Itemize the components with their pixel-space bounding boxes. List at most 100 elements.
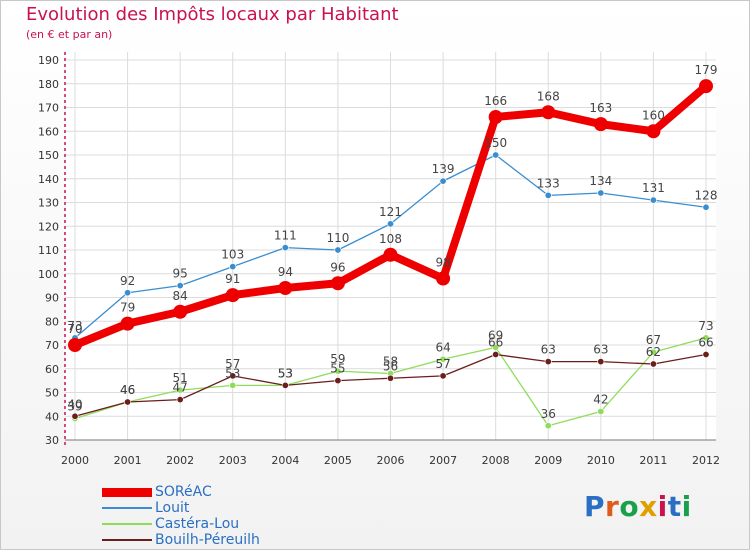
data-point xyxy=(176,396,184,404)
data-label: 166 xyxy=(484,94,507,108)
data-label: 110 xyxy=(326,231,349,245)
y-tick-label: 180 xyxy=(38,78,59,91)
data-label: 67 xyxy=(646,333,661,347)
x-tick-label: 2006 xyxy=(377,454,405,467)
data-point xyxy=(544,191,552,199)
legend-label: Louit xyxy=(155,500,190,516)
data-point xyxy=(229,372,237,380)
legend-swatch-soreac xyxy=(102,488,152,497)
y-tick-label: 30 xyxy=(45,434,59,447)
data-point xyxy=(124,289,132,297)
data-label: 53 xyxy=(278,366,293,380)
data-label: 57 xyxy=(225,357,240,371)
data-label: 47 xyxy=(173,381,188,395)
data-point xyxy=(334,377,342,385)
data-point xyxy=(120,316,135,331)
chart-subtitle: (en € et par an) xyxy=(26,28,113,41)
y-tick-label: 60 xyxy=(45,363,59,376)
data-point xyxy=(593,117,608,132)
data-point xyxy=(649,360,657,368)
data-label: 57 xyxy=(435,357,450,371)
data-point xyxy=(386,374,394,382)
legend-swatch-bouilh-pereuilh xyxy=(102,539,152,541)
data-label: 133 xyxy=(537,176,560,190)
data-point xyxy=(597,407,605,415)
data-point xyxy=(225,288,240,303)
data-label: 39 xyxy=(67,400,82,414)
data-label: 73 xyxy=(698,319,713,333)
data-point xyxy=(71,412,79,420)
data-point xyxy=(492,350,500,358)
data-label: 55 xyxy=(330,362,345,376)
data-label: 40 xyxy=(67,397,82,411)
data-point xyxy=(544,358,552,366)
y-tick-label: 160 xyxy=(38,125,59,138)
data-label: 53 xyxy=(278,366,293,380)
data-label: 46 xyxy=(120,383,135,397)
data-label: 160 xyxy=(642,108,665,122)
y-tick-label: 170 xyxy=(38,102,59,115)
data-point xyxy=(492,343,500,351)
data-label: 64 xyxy=(435,340,450,354)
y-tick-label: 100 xyxy=(38,268,59,281)
data-point xyxy=(541,105,556,120)
data-point xyxy=(488,110,503,124)
logo-letter: P xyxy=(584,490,606,523)
data-point xyxy=(436,271,451,286)
logo-letter: o xyxy=(619,490,640,523)
y-tick-label: 140 xyxy=(38,173,59,186)
data-point xyxy=(383,247,398,262)
data-point xyxy=(281,381,289,389)
data-point xyxy=(649,348,657,356)
data-label: 96 xyxy=(330,260,345,274)
data-label: 46 xyxy=(120,383,135,397)
data-label: 92 xyxy=(120,274,135,288)
data-point xyxy=(699,79,713,94)
logo-letter: t xyxy=(667,490,682,523)
data-label: 163 xyxy=(589,101,612,115)
data-label: 95 xyxy=(173,267,188,281)
x-tick-label: 2003 xyxy=(219,454,247,467)
x-tick-label: 2005 xyxy=(324,454,352,467)
data-point xyxy=(334,367,342,375)
logo-letter: i xyxy=(681,490,692,523)
legend-label: Bouilh-Péreuilh xyxy=(155,532,260,548)
data-point xyxy=(702,350,710,358)
data-label: 139 xyxy=(432,162,455,176)
logo-letter: r xyxy=(605,490,620,523)
data-label: 69 xyxy=(488,328,503,342)
data-label: 121 xyxy=(379,205,402,219)
data-point xyxy=(176,386,184,394)
data-label: 73 xyxy=(67,319,82,333)
x-tick-label: 2009 xyxy=(534,454,562,467)
logo-letter: x xyxy=(639,490,658,523)
legend-swatch-castera-lou xyxy=(102,523,152,525)
x-tick-label: 2010 xyxy=(587,454,615,467)
data-point xyxy=(702,334,710,342)
data-label: 56 xyxy=(383,359,398,373)
x-tick-label: 2004 xyxy=(271,454,299,467)
data-label: 134 xyxy=(589,174,612,188)
data-label: 150 xyxy=(484,136,507,150)
data-label: 108 xyxy=(379,232,402,246)
y-tick-label: 70 xyxy=(45,339,59,352)
data-label: 70 xyxy=(67,322,82,336)
legend-swatch-louit xyxy=(102,507,152,509)
y-tick-label: 190 xyxy=(38,54,59,67)
proxiti-logo: Proxiti xyxy=(584,490,692,523)
x-tick-label: 2002 xyxy=(166,454,194,467)
data-point xyxy=(176,282,184,290)
data-label: 51 xyxy=(173,371,188,385)
data-label: 42 xyxy=(593,393,608,407)
y-tick-label: 150 xyxy=(38,149,59,162)
legend-label: SORéAC xyxy=(155,484,212,500)
data-point xyxy=(330,276,345,291)
data-label: 62 xyxy=(646,345,661,359)
data-label: 91 xyxy=(225,272,240,286)
y-tick-label: 40 xyxy=(45,410,59,423)
data-label: 94 xyxy=(278,265,293,279)
data-label: 168 xyxy=(537,89,560,103)
x-tick-label: 2000 xyxy=(61,454,89,467)
x-tick-label: 2001 xyxy=(114,454,142,467)
